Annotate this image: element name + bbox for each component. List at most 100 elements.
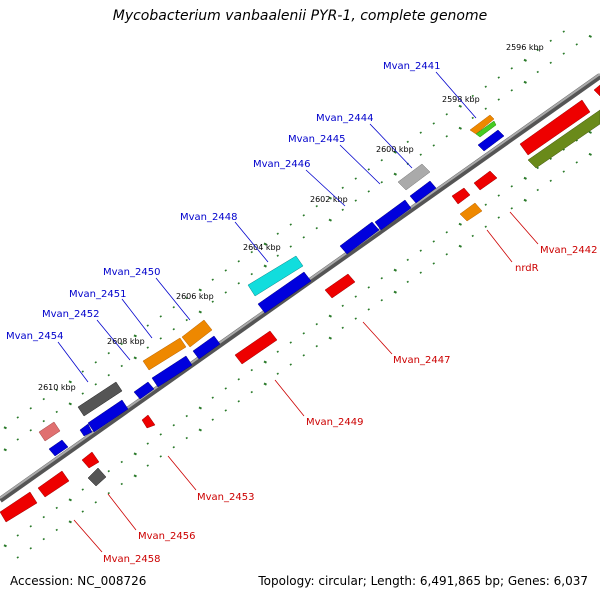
label-mvan-2452[interactable]: Mvan_2452 [42,309,99,320]
leader-mvan-2453 [167,455,197,491]
tick-mark [497,194,500,197]
gene-2446-blue[interactable] [374,199,412,231]
tick-mark [250,368,253,372]
tick-mark [315,226,318,230]
gene-2455-blue[interactable] [87,399,129,433]
gene-2453-red[interactable] [141,414,156,429]
tick-mark [16,416,19,419]
tick-mark [42,515,45,519]
gene-top-red-edge[interactable] [593,84,600,97]
tick-mark [42,537,45,541]
leader-mvan-2458 [73,519,103,553]
tick-mark [471,94,474,98]
label-mvan-2450[interactable]: Mvan_2450 [103,267,160,278]
tick-mark [302,354,305,357]
gene-2441-red-top[interactable] [519,99,591,156]
tick-mark [380,159,383,162]
gene-2450b-blue[interactable] [192,335,221,360]
gene-2447b-blue[interactable] [339,221,380,255]
label-nrdr[interactable]: nrdR [515,263,539,274]
gene-mvan-2441-green[interactable] [475,120,497,138]
gene-2451b-blue[interactable] [151,355,193,388]
gene-2441-olive[interactable] [527,109,600,169]
gene-2452-blue[interactable] [133,381,155,400]
tick-label-2596: 2596 kbp [506,43,544,52]
leader-mvan-2444 [369,123,413,169]
tick-mark [94,361,97,364]
gene-2448-cyan[interactable] [247,255,304,297]
gene-2457b-blue[interactable] [48,439,69,457]
tick-mark [120,342,123,346]
leader-mvan-2450 [155,277,191,321]
label-mvan-2448[interactable]: Mvan_2448 [180,212,237,223]
tick-mark [419,153,422,156]
label-mvan-2451[interactable]: Mvan_2451 [69,289,126,300]
tick-mark [497,98,500,101]
gene-2456b-gray[interactable] [87,467,107,487]
tick-mark [536,70,539,74]
tick-mark [341,326,344,329]
tick-mark [81,510,84,513]
leader-mvan-2441 [435,71,477,119]
tick-mark [328,314,332,318]
gene-2458a-red[interactable] [37,470,70,498]
tick-mark [588,34,592,38]
tick-mark [406,258,409,262]
tick-mark [107,469,110,473]
tick-mark [133,452,137,456]
gene-2442a-red[interactable] [473,170,498,191]
gene-2443-blue[interactable] [477,129,505,152]
gene-2442b-red[interactable] [451,187,471,205]
tick-mark [380,181,383,184]
gene-2450-orange[interactable] [181,319,213,348]
tick-mark [55,410,58,414]
tick-mark [276,232,279,235]
tick-mark [523,58,527,62]
tick-mark [107,491,110,495]
tick-mark [3,544,7,548]
gene-2455b-blue[interactable] [79,423,93,437]
tick-mark [276,350,279,353]
gene-2456a-red[interactable] [81,451,100,469]
gene-nrdr-orange[interactable] [459,202,483,222]
tick-mark [510,89,513,92]
tick-mark [393,150,397,154]
label-mvan-2446[interactable]: Mvan_2446 [253,159,310,170]
tick-mark [107,373,110,377]
gene-2457-pink[interactable] [38,421,61,442]
gene-2454-gray[interactable] [77,381,123,417]
gene-mvan-2441-orange[interactable] [469,114,495,135]
gene-2458b-red[interactable] [0,491,38,523]
gene-2447-red[interactable] [324,273,356,299]
label-mvan-2453[interactable]: Mvan_2453 [197,492,254,503]
tick-mark [367,286,370,289]
accession-text: Accession: NC_008726 [10,574,147,588]
label-mvan-2447[interactable]: Mvan_2447 [393,355,450,366]
tick-mark [81,488,84,491]
tick-mark [16,534,19,537]
tick-mark [224,409,227,412]
tick-mark [16,556,19,559]
tick-mark [55,506,58,510]
tick-mark [393,172,397,176]
tick-mark [68,498,72,502]
tick-mark [68,402,72,406]
label-mvan-2445[interactable]: Mvan_2445 [288,134,345,145]
label-mvan-2444[interactable]: Mvan_2444 [316,113,373,124]
label-mvan-2442[interactable]: Mvan_2442 [540,245,597,256]
tick-mark [315,322,318,326]
label-mvan-2441[interactable]: Mvan_2441 [383,61,440,72]
gene-2445-blue[interactable] [409,180,437,204]
label-mvan-2456[interactable]: Mvan_2456 [138,531,195,542]
gene-2448b-blue[interactable] [257,271,312,314]
label-mvan-2454[interactable]: Mvan_2454 [6,331,63,342]
label-mvan-2458[interactable]: Mvan_2458 [103,554,160,565]
gene-2451-orange[interactable] [142,337,187,371]
gene-2444-gray[interactable] [397,163,431,191]
gene-2449-red[interactable] [234,330,278,365]
tick-mark [81,370,84,373]
tick-mark [120,460,123,464]
label-mvan-2449[interactable]: Mvan_2449 [306,417,363,428]
tick-mark [510,67,513,70]
tick-mark [42,419,45,423]
